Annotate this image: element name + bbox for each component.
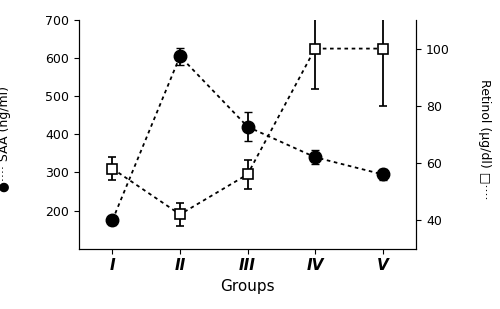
Text: Retinol (μg/dl) □····: Retinol (μg/dl) □···· [478,79,492,199]
X-axis label: Groups: Groups [220,279,275,294]
Text: ●···· SAA (ng/ml): ●···· SAA (ng/ml) [0,86,12,192]
